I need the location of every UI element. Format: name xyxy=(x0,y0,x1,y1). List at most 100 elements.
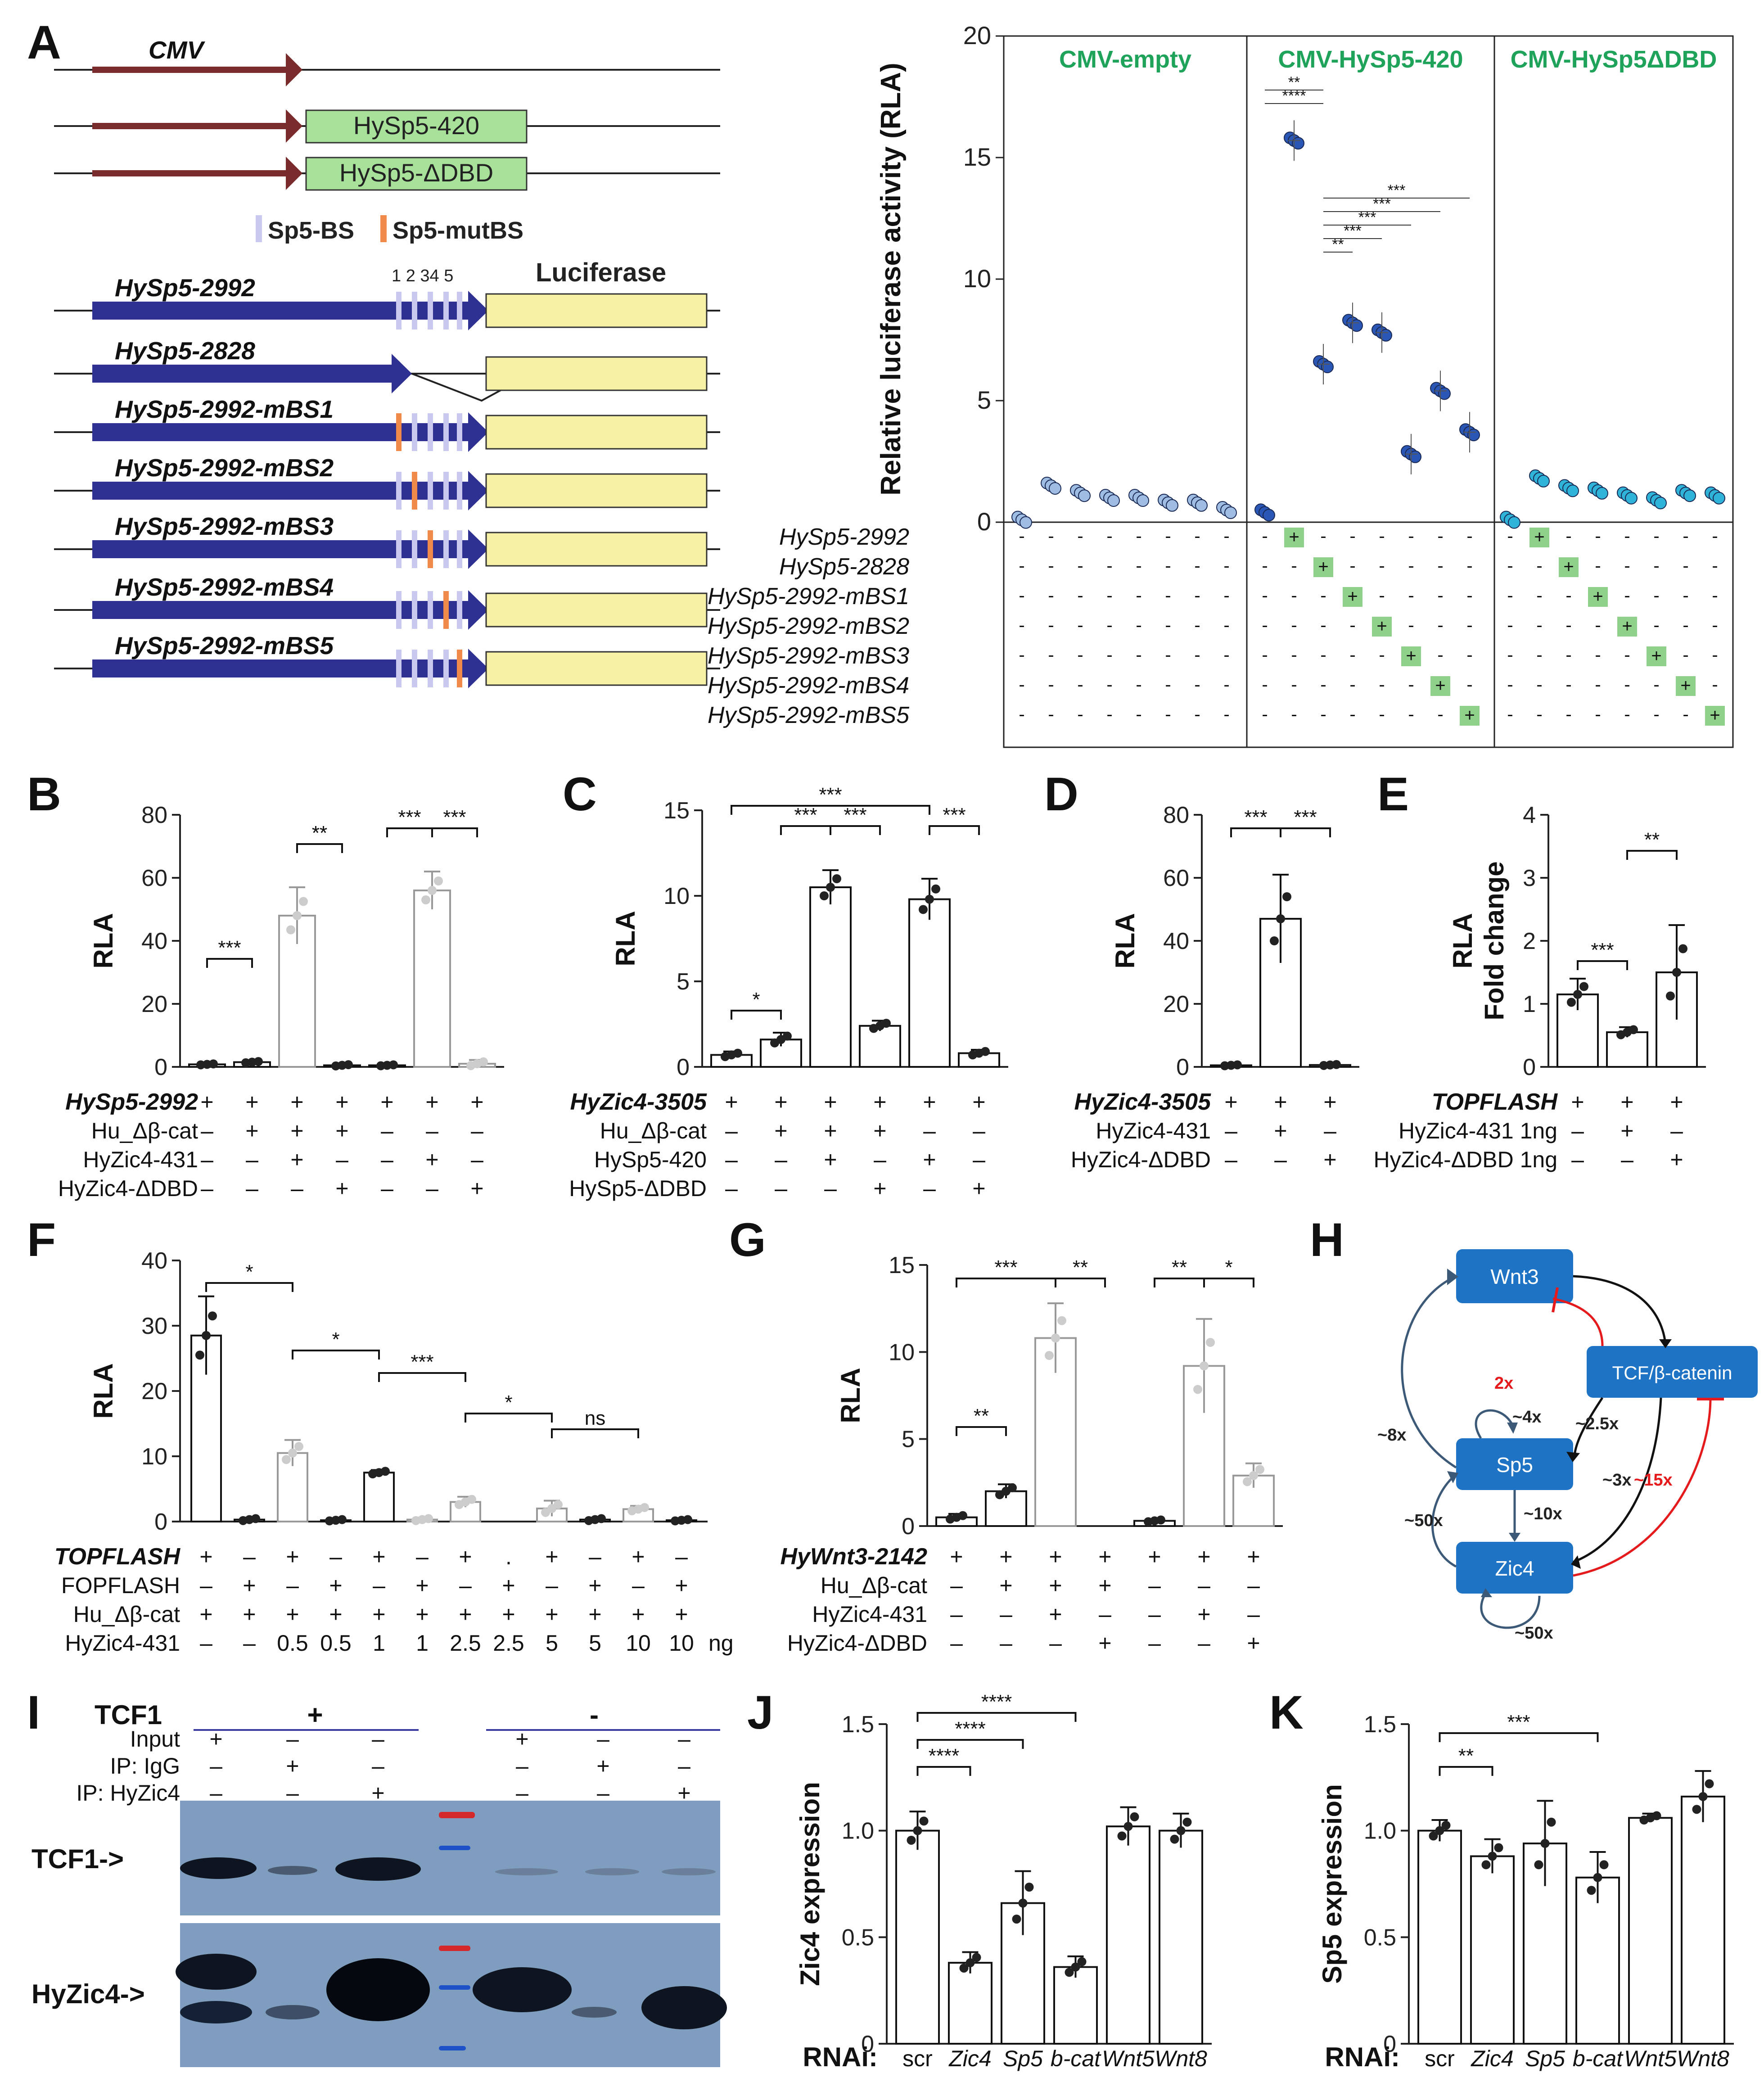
sig-label: *** xyxy=(1373,195,1391,212)
minus-mark: - xyxy=(1408,556,1414,576)
plus-mark: + xyxy=(1593,587,1603,606)
y-axis-label: RLA xyxy=(610,911,641,966)
row-label: Hu_Δβ-cat xyxy=(600,1118,707,1143)
data-point xyxy=(1224,506,1237,519)
sig-label: ns xyxy=(585,1407,605,1429)
row-label: HyZic4-ΔDBD xyxy=(58,1176,198,1201)
data-point xyxy=(919,905,928,914)
data-point xyxy=(554,1500,563,1509)
data-point xyxy=(1534,1860,1543,1870)
luciferase-box xyxy=(485,592,708,628)
row-mark: + xyxy=(1670,1089,1683,1115)
hysp5-ddbd-label: HySp5-ΔDBD xyxy=(339,158,493,187)
plus-mark: + xyxy=(1563,557,1574,577)
minus-mark: - xyxy=(1437,556,1443,576)
minus-mark: - xyxy=(1565,586,1571,605)
minus-mark: - xyxy=(1262,705,1268,724)
panel-label-h: H xyxy=(1310,1214,1344,1266)
data-point xyxy=(1123,1822,1133,1831)
band-label-tcf1: TCF1-> xyxy=(32,1844,124,1874)
data-point xyxy=(282,1455,291,1464)
row-mark: – xyxy=(973,1147,985,1172)
row-mark: – xyxy=(1099,1602,1111,1627)
row-label: HySp5-420 xyxy=(594,1147,707,1172)
minus-mark: - xyxy=(1136,586,1141,605)
category-label: Wnt8 xyxy=(1677,2046,1729,2071)
data-point xyxy=(1049,482,1061,495)
binding-site xyxy=(412,413,417,451)
legend-bs-swatch xyxy=(256,215,262,242)
minus-mark: - xyxy=(1048,526,1054,546)
minus-mark: - xyxy=(1653,556,1659,576)
plus-mark: + xyxy=(1289,527,1299,547)
binding-site xyxy=(396,591,402,629)
construct-arrow xyxy=(468,590,488,630)
data-point xyxy=(1077,1957,1087,1966)
data-point xyxy=(919,1816,929,1826)
row-mark: 2.5 xyxy=(450,1630,481,1656)
data-point xyxy=(1276,914,1285,923)
data-point xyxy=(1024,1883,1034,1892)
construct-label: HySp5-2992-mBS2 xyxy=(115,454,334,482)
minus-mark: - xyxy=(1536,705,1542,724)
minus-mark: - xyxy=(1507,705,1513,724)
row-mark: – xyxy=(200,1630,212,1656)
data-point xyxy=(428,886,437,895)
row-mark: – xyxy=(775,1147,787,1172)
data-point xyxy=(907,1835,916,1845)
row-label: HySp5-2992 xyxy=(65,1089,198,1115)
y-axis-label: RLA xyxy=(88,913,118,968)
minus-mark: - xyxy=(1653,675,1659,695)
plus-mark: + xyxy=(1710,705,1720,725)
plus-box xyxy=(1647,646,1666,666)
y-tick-label: 40 xyxy=(141,928,167,954)
luciferase-box xyxy=(485,293,708,328)
sig-label: *** xyxy=(1294,806,1317,828)
blot-row-mark: – xyxy=(597,1726,609,1752)
row-mark: – xyxy=(471,1147,483,1172)
y-axis-label: Relative luciferase activity (RLA) xyxy=(875,63,907,495)
row-mark: + xyxy=(470,1089,483,1115)
sig-bracket xyxy=(1203,1278,1254,1287)
mutated-binding-site xyxy=(396,413,402,451)
row-mark: + xyxy=(588,1602,601,1627)
data-point xyxy=(1270,936,1279,945)
row-mark: + xyxy=(329,1573,342,1598)
row-mark: – xyxy=(286,1573,299,1598)
data-point xyxy=(254,1057,263,1066)
minus-mark: - xyxy=(1712,615,1718,635)
edge-zic4-tcf xyxy=(1573,1397,1712,1577)
data-point xyxy=(288,1448,297,1458)
minus-mark: - xyxy=(1408,526,1414,546)
construct-bar xyxy=(92,540,468,558)
data-point xyxy=(251,1514,260,1523)
data-point xyxy=(1629,1025,1638,1034)
data-point xyxy=(1599,1860,1609,1870)
row-mark: – xyxy=(459,1573,472,1598)
data-point xyxy=(1282,892,1291,901)
bar xyxy=(1628,1817,1673,2045)
edge-label-4x: ~4x xyxy=(1512,1408,1541,1427)
minus-mark: - xyxy=(1712,556,1718,576)
data-point xyxy=(1182,1817,1192,1827)
sig-label: *** xyxy=(994,1256,1017,1278)
bar xyxy=(1417,1829,1462,2045)
data-point xyxy=(783,1031,792,1041)
data-point xyxy=(1051,1333,1060,1343)
minus-mark: - xyxy=(1077,705,1083,724)
row-mark: – xyxy=(546,1573,558,1598)
plus-mark: + xyxy=(1622,616,1632,636)
minus-mark: - xyxy=(1595,645,1601,665)
y-tick-label: 0 xyxy=(861,2031,874,2057)
y-tick-label: 0 xyxy=(977,507,991,536)
row-label: HyZic4-431 xyxy=(83,1147,198,1172)
minus-mark: - xyxy=(1507,675,1513,695)
panel-label-e: E xyxy=(1377,768,1409,821)
row-mark: + xyxy=(632,1602,645,1627)
sig-label: * xyxy=(1225,1256,1232,1278)
minus-mark: - xyxy=(1653,586,1659,605)
row-mark: + xyxy=(725,1089,738,1115)
panel-a-frame xyxy=(1003,35,1734,748)
hysp5-420-label: HySp5-420 xyxy=(353,111,479,140)
rnai-label: RNAi: xyxy=(803,2042,878,2072)
